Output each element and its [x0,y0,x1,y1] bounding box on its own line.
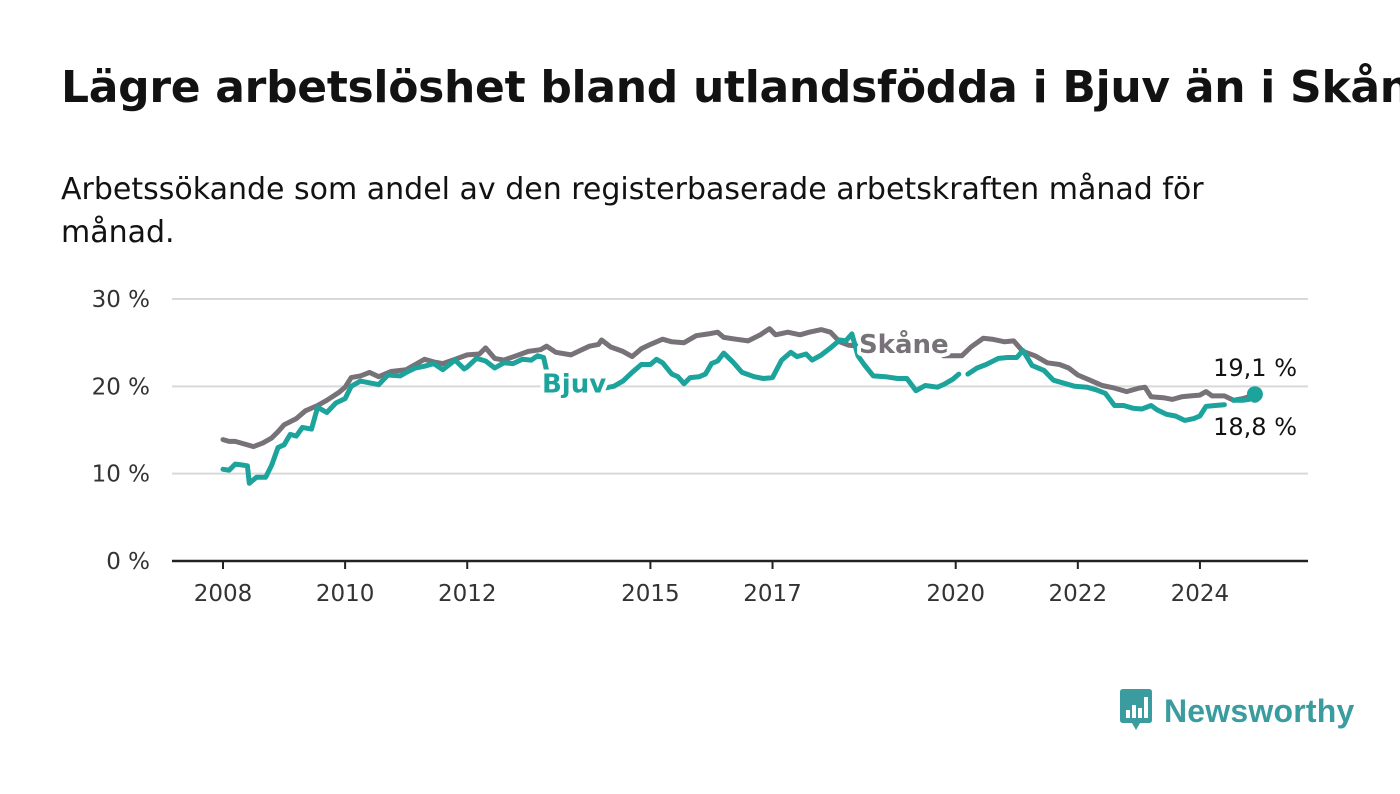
brand-logo[interactable]: Newsworthy [1118,688,1354,734]
series-label-bjuv: Bjuv [542,369,606,399]
x-tick-label: 2008 [194,581,253,607]
y-tick-label: 20 % [92,374,150,400]
series-line-skane [941,335,1258,403]
end-value-label-bjuv: 18,8 % [1213,413,1297,441]
series-line-bjuv [965,348,1227,423]
x-tick-label: 2020 [926,581,985,607]
y-tick-label: 30 % [92,287,150,313]
x-tick-label: 2010 [316,581,375,607]
chart-title: Lägre arbetslöshet bland utlandsfödda i … [61,62,1400,113]
x-tick-label: 2017 [743,581,802,607]
y-tick-label: 0 % [106,549,150,575]
x-tick-label: 2012 [438,581,497,607]
series-line-bjuv [220,353,551,486]
x-tick-label: 2022 [1049,581,1108,607]
brand-name: Newsworthy [1164,692,1355,729]
series-endpoint-bjuv [1248,390,1261,403]
chart-subtitle: Arbetssökande som andel av den registerb… [61,172,1204,250]
series-label-halo: Bjuv [542,369,606,399]
series-line-bjuv [602,331,962,394]
end-value-label-skane: 19,1 % [1213,354,1297,382]
x-tick-label: 2015 [621,581,680,607]
bar-chart-speech-bubble-icon [1120,689,1152,730]
series-label-skane: Skåne [859,328,949,360]
y-tick-label: 10 % [92,462,150,488]
series-label-halo: Skåne [859,328,949,360]
x-tick-label: 2024 [1171,581,1230,607]
